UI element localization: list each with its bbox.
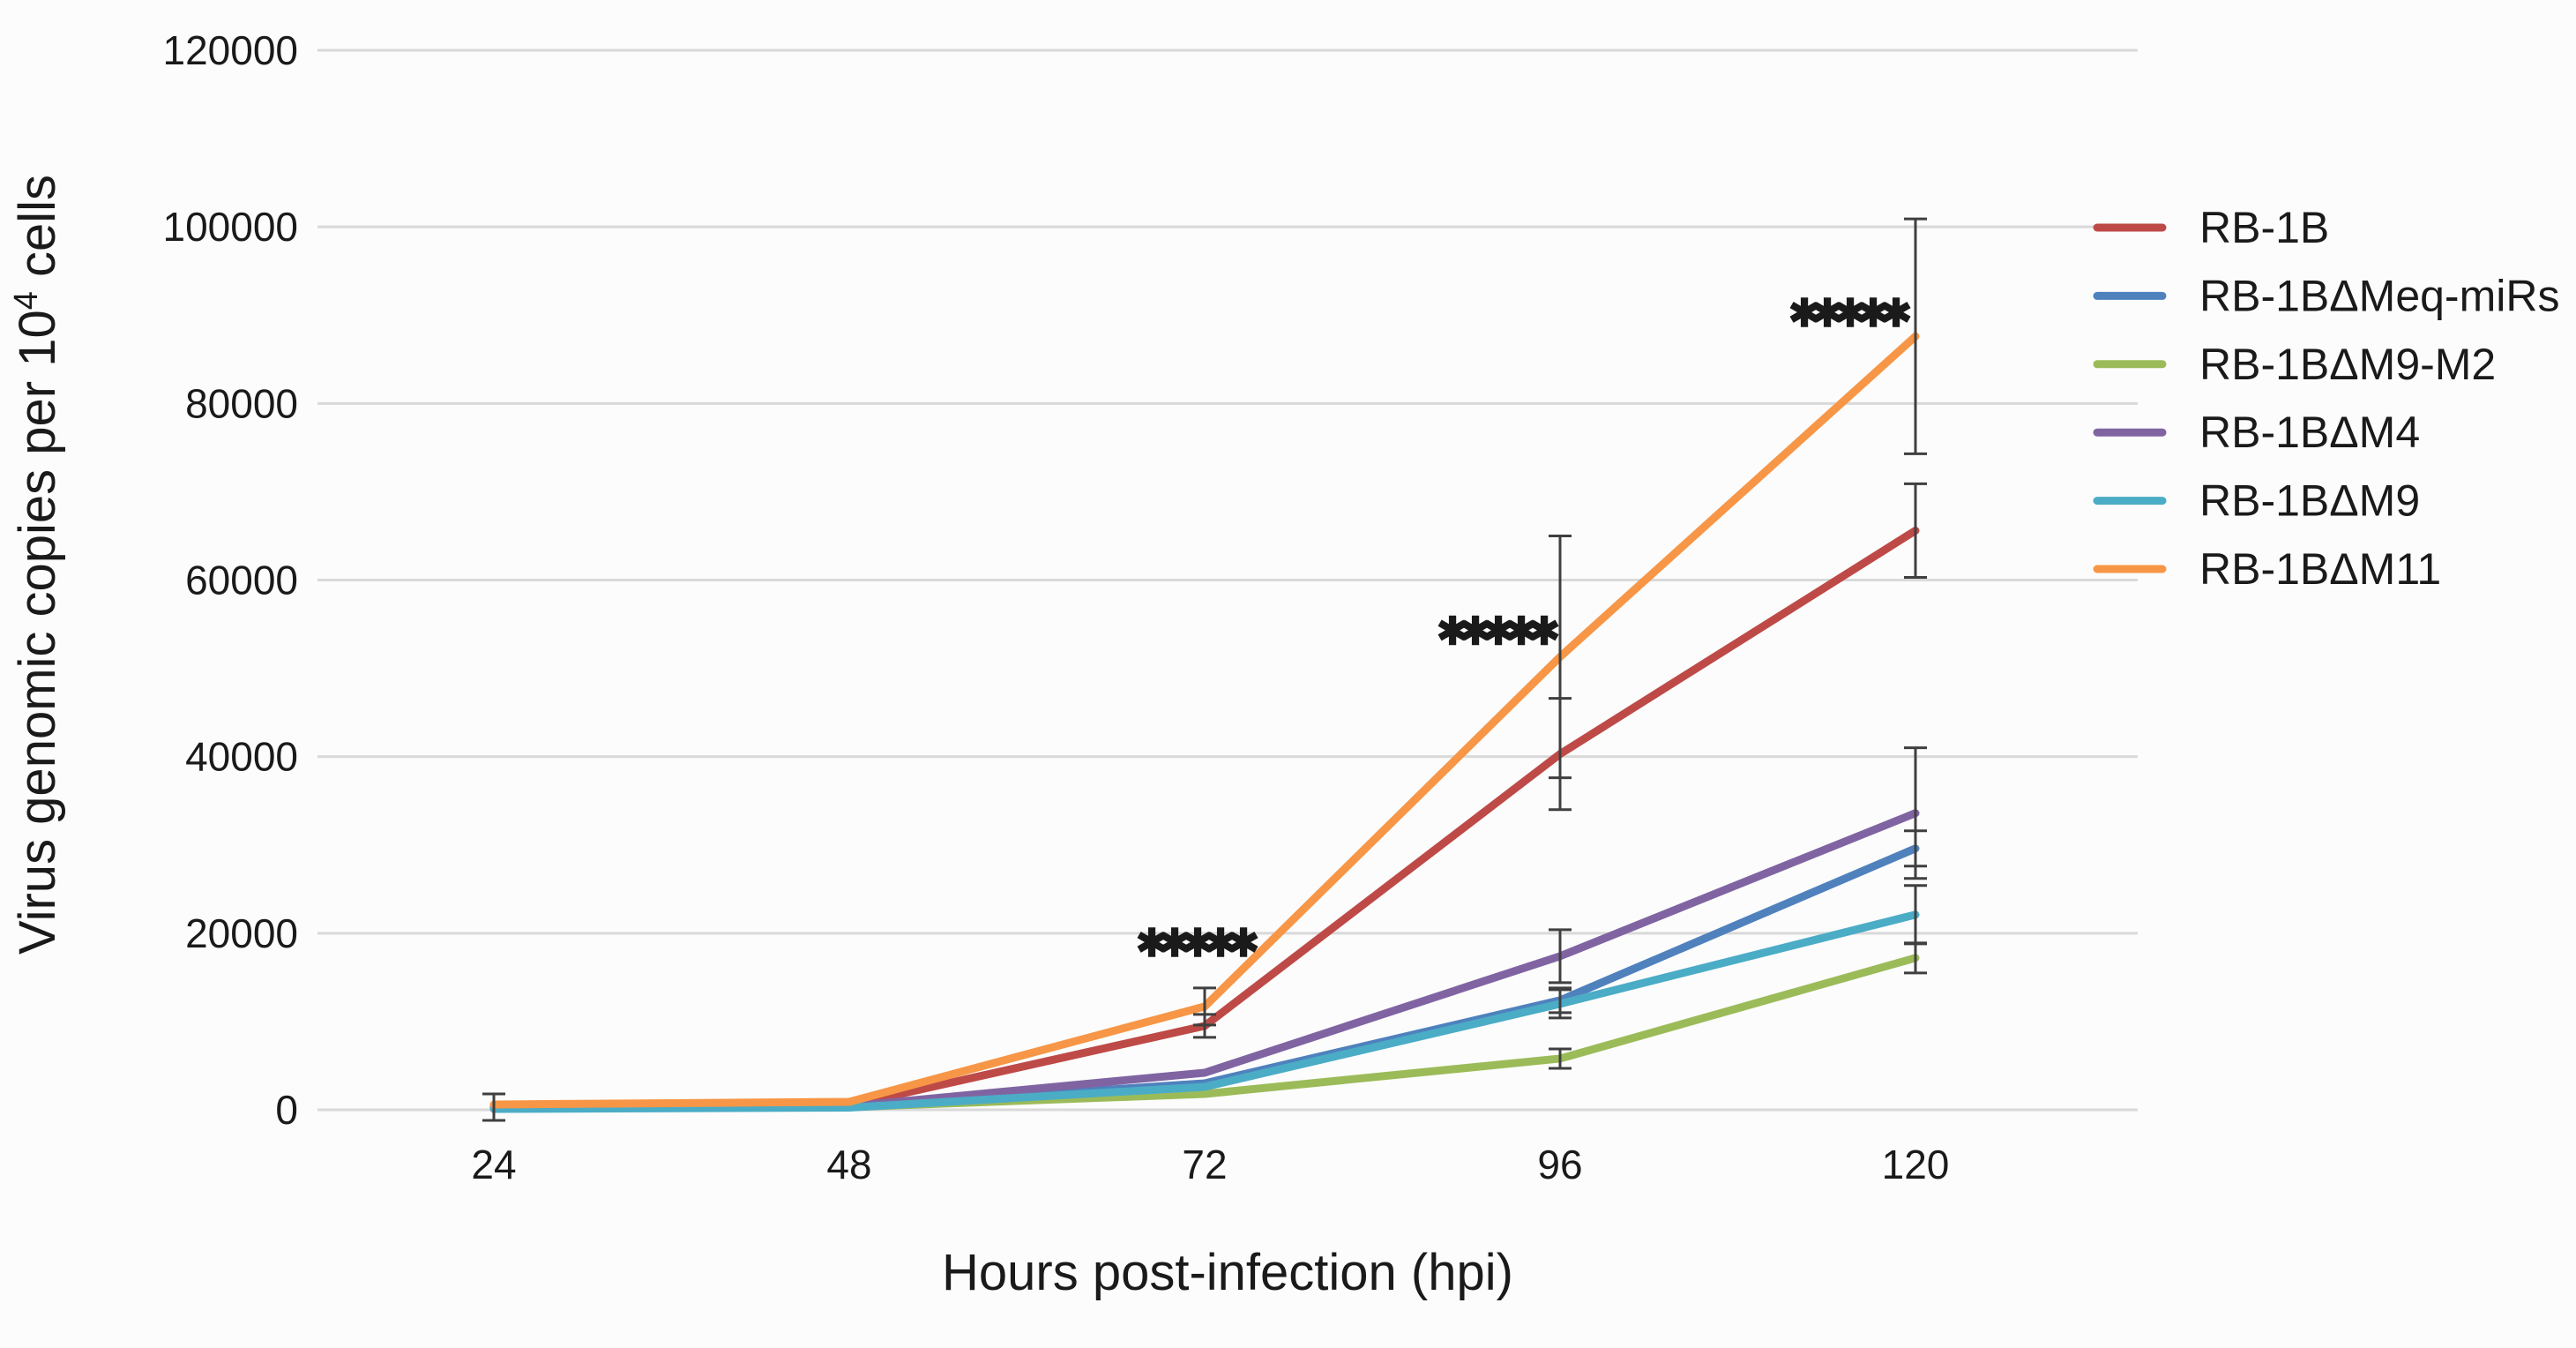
error-bar-RB-1BΔM11-120 (1904, 217, 1927, 455)
legend-label: RB-1BΔM4 (2199, 408, 2420, 457)
legend-label: RB-1BΔM9-M2 (2199, 340, 2496, 389)
legend-item-RB-1BΔM9: RB-1BΔM9 (2093, 476, 2420, 526)
error-bar-RB-1BΔM11-72 (1193, 986, 1216, 1027)
x-axis-title: Hours post-infection (hpi) (942, 1244, 1513, 1301)
error-bar-RB-1B-24 (482, 1092, 505, 1122)
error-bar-RB-1B-120 (1904, 482, 1927, 579)
legend-label: RB-1BΔMeq-miRs (2199, 271, 2559, 320)
y-tick-label: 0 (275, 1087, 298, 1133)
significance-asterisk: ✱ (1880, 292, 1913, 335)
significance-asterisks: ✱✱✱✱✱✱✱✱✱✱✱✱✱✱✱ (1136, 292, 1913, 965)
legend-item-RB-1BΔM11: RB-1BΔM11 (2093, 544, 2441, 594)
error-bar-RB-1BΔM9-96 (1549, 988, 1572, 1020)
legend: RB-1B RB-1BΔMeq-miRs RB-1BΔM9-M2 RB-1BΔM4 RB… (2093, 203, 2559, 594)
y-tick-label: 60000 (185, 558, 298, 603)
error-bar-RB-1BΔM4-120 (1904, 746, 1927, 880)
asterisk-cluster-96hpi: ✱✱✱✱✱ (1437, 610, 1561, 654)
asterisk-cluster-120hpi: ✱✱✱✱✱ (1788, 292, 1913, 335)
legend-label: RB-1BΔM9 (2199, 476, 2420, 526)
legend-label: RB-1B (2199, 203, 2329, 252)
significance-asterisk: ✱ (1788, 292, 1821, 335)
y-tick-label: 40000 (185, 734, 298, 780)
gridlines (317, 49, 2138, 1112)
x-tick-label: 120 (1882, 1142, 1950, 1187)
x-axis-tick-labels: 24 48 72 96 120 (471, 1142, 1949, 1187)
error-bar-RB-1BΔM4-96 (1549, 928, 1572, 985)
legend-label: RB-1BΔM11 (2199, 544, 2441, 594)
error-bar-RB-1BΔM9-120 (1904, 884, 1927, 946)
legend-item-RB-1BΔMeq-miRs: RB-1BΔMeq-miRs (2093, 271, 2559, 320)
legend-item-RB-1BΔM9-M2: RB-1BΔM9-M2 (2093, 340, 2496, 389)
significance-asterisk: ✱ (1159, 922, 1191, 965)
significance-asterisk: ✱ (1228, 922, 1260, 965)
significance-asterisk: ✱ (1528, 610, 1561, 654)
significance-asterisk: ✱ (1834, 292, 1867, 335)
x-tick-label: 48 (826, 1142, 871, 1187)
legend-item-RB-1BΔM4: RB-1BΔM4 (2093, 408, 2420, 457)
significance-asterisk: ✱ (1437, 610, 1469, 654)
error-bars (482, 217, 1927, 1122)
x-tick-label: 24 (471, 1142, 516, 1187)
y-tick-label: 20000 (185, 910, 298, 956)
significance-asterisk: ✱ (1205, 922, 1237, 965)
series-line-RB-1BΔM9 (489, 910, 1920, 1113)
y-axis-tick-labels: 0 20000 40000 60000 80000 100000 120000 (163, 27, 299, 1133)
error-bar-RB-1BΔM9-M2-96 (1549, 1047, 1572, 1070)
x-tick-label: 72 (1182, 1142, 1227, 1187)
x-tick-label: 96 (1537, 1142, 1582, 1187)
significance-asterisk: ✱ (1505, 610, 1538, 654)
significance-asterisk: ✱ (1182, 922, 1214, 965)
y-axis-title: Virus genomic copies per 104 cells (8, 175, 66, 955)
significance-asterisk: ✱ (1811, 292, 1844, 335)
error-bar-RB-1BΔM11-96 (1549, 534, 1572, 780)
significance-asterisk: ✱ (1460, 610, 1492, 654)
significance-asterisk: ✱ (1857, 292, 1890, 335)
y-tick-label: 100000 (163, 204, 299, 250)
y-tick-label: 80000 (185, 380, 298, 426)
asterisk-cluster-72hpi: ✱✱✱✱✱ (1136, 922, 1260, 965)
significance-asterisk: ✱ (1482, 610, 1515, 654)
y-tick-label: 120000 (163, 27, 299, 73)
significance-asterisk: ✱ (1136, 922, 1169, 965)
legend-item-RB-1B: RB-1B (2093, 203, 2329, 252)
